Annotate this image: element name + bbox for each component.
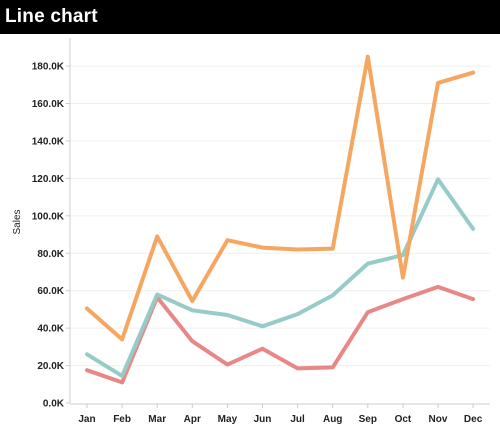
chart-title: Line chart: [5, 6, 98, 27]
x-tick-label: Oct: [395, 414, 412, 425]
x-tick-label: Apr: [184, 414, 201, 425]
x-tick-label: Sep: [359, 414, 377, 425]
series-lines: [85, 54, 476, 385]
y-tick-label: 160.0K: [32, 99, 65, 110]
x-tick-label: Jul: [290, 414, 305, 425]
series-line: [85, 54, 476, 342]
y-tick-label: 80.0K: [37, 249, 64, 260]
chart-title-bar: Line chart: [0, 0, 500, 34]
y-tick-label: 20.0K: [37, 361, 64, 372]
y-tick-label: 40.0K: [37, 324, 64, 335]
y-tick-label: 120.0K: [32, 174, 65, 185]
x-tick-label: Nov: [429, 414, 448, 425]
series-line: [85, 284, 476, 385]
x-tick-label: Feb: [113, 414, 131, 425]
x-tick-label: Dec: [464, 414, 483, 425]
x-tick-label: Mar: [148, 414, 166, 425]
x-tick-label: Jun: [254, 414, 272, 425]
y-tick-label: 100.0K: [32, 211, 65, 222]
y-tick-label: 60.0K: [37, 286, 64, 297]
y-axis-label: Sales: [12, 209, 23, 234]
y-tick-label: 0.0K: [43, 399, 65, 410]
y-tick-label: 180.0K: [32, 62, 65, 73]
y-axis-ticks: 0.0K 20.0K 40.0K 60.0K 80.0K 100.0K 120.0K 140.…: [32, 62, 70, 410]
x-tick-label: May: [218, 414, 238, 425]
x-tick-label: Aug: [323, 414, 342, 425]
x-axis-ticks: Jan Feb Mar Apr May Jun Jul Aug Sep Oct Nov Dec: [78, 404, 483, 425]
axes: [69, 38, 490, 405]
y-tick-label: 140.0K: [32, 136, 65, 147]
line-chart: 0.0K 20.0K 40.0K 60.0K 80.0K 100.0K 120.0K 140.…: [12, 38, 490, 425]
x-tick-label: Jan: [78, 414, 95, 425]
